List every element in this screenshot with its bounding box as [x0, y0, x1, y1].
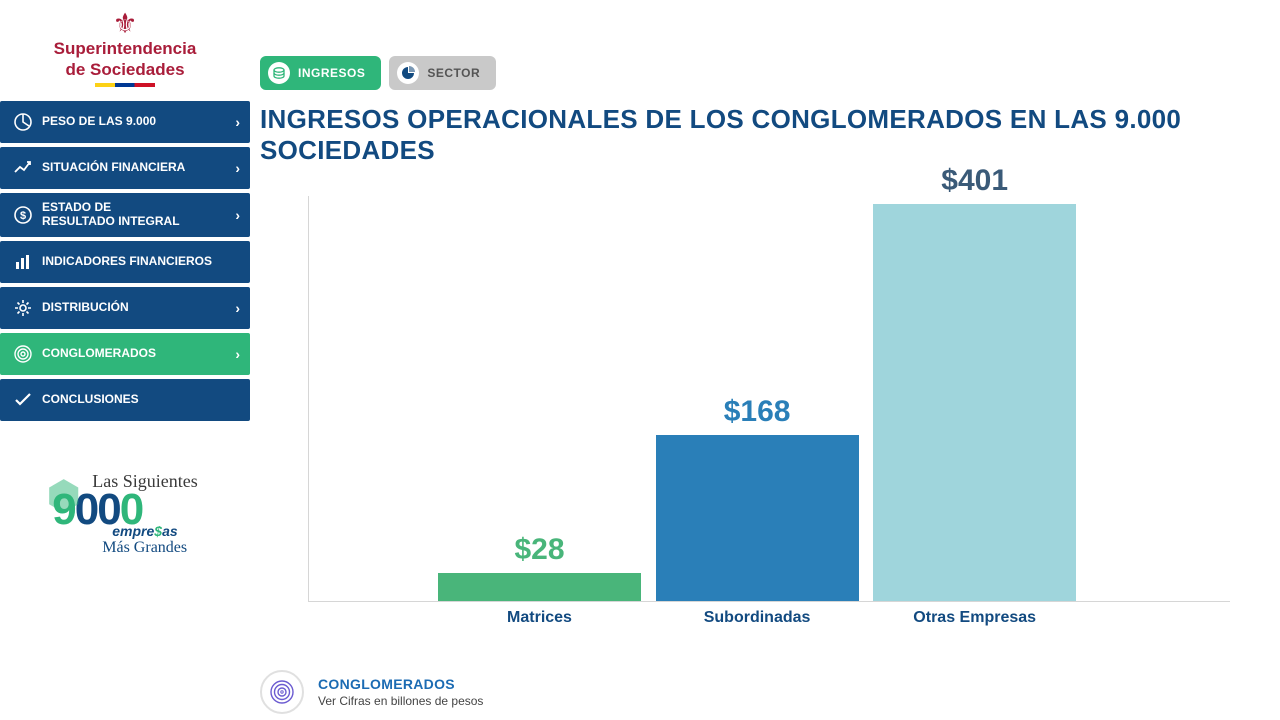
bar-1: $168 — [656, 435, 859, 601]
target-icon — [260, 670, 304, 714]
colombia-map-icon: ⬢ — [46, 473, 81, 519]
bar-value-label: $168 — [656, 395, 859, 435]
bar-value-label: $28 — [438, 533, 641, 573]
tab-sector-label: SECTOR — [427, 66, 480, 80]
bars-icon — [10, 252, 36, 272]
sidebar-item-label: CONGLOMERADOS — [42, 347, 235, 361]
tab-ingresos[interactable]: INGRESOS — [260, 56, 381, 90]
tab-sector[interactable]: SECTOR — [389, 56, 496, 90]
promo-bottom: Más Grandes — [102, 539, 198, 557]
check-icon — [10, 390, 36, 410]
pie-chart-icon — [397, 62, 419, 84]
sidebar-item-4[interactable]: DISTRIBUCIÓN› — [0, 287, 250, 329]
sidebar-item-2[interactable]: $ ESTADO DERESULTADO INTEGRAL› — [0, 193, 250, 237]
logo-line2: de Sociedades — [0, 61, 250, 80]
chevron-right-icon: › — [235, 160, 240, 176]
sidebar-menu: PESO DE LAS 9.000›SITUACIÓN FINANCIERA›$… — [0, 101, 250, 421]
trend-icon — [10, 158, 36, 178]
gear-icon — [10, 298, 36, 318]
sidebar-item-0[interactable]: PESO DE LAS 9.000› — [0, 101, 250, 143]
chart-title: INGRESOS OPERACIONALES DE LOS CONGLOMERA… — [260, 104, 1270, 166]
footer-title: CONGLOMERADOS — [318, 676, 483, 692]
sidebar-item-label: CONCLUSIONES — [42, 393, 240, 407]
sidebar-item-3[interactable]: INDICADORES FINANCIEROS — [0, 241, 250, 283]
bar-0: $28 — [438, 573, 641, 601]
chart-plot-area: $28Matrices$168Subordinadas$401Otras Emp… — [308, 196, 1230, 602]
coins-icon — [268, 62, 290, 84]
org-logo: ⚜ Superintendencia de Sociedades — [0, 0, 250, 95]
footer-subtitle: Ver Cifras en billones de pesos — [318, 694, 483, 708]
svg-text:$: $ — [20, 210, 26, 222]
flag-bar-icon — [95, 83, 155, 87]
logo-line1: Superintendencia — [0, 40, 250, 59]
sidebar-item-1[interactable]: SITUACIÓN FINANCIERA› — [0, 147, 250, 189]
sidebar-item-label: SITUACIÓN FINANCIERA — [42, 161, 235, 175]
tabs-row: INGRESOS SECTOR — [260, 56, 1270, 90]
category-label: Subordinadas — [656, 609, 859, 627]
sidebar-item-label: INDICADORES FINANCIEROS — [42, 255, 240, 269]
sidebar-item-5[interactable]: CONGLOMERADOS› — [0, 333, 250, 375]
tab-ingresos-label: INGRESOS — [298, 66, 365, 80]
bar-value-label: $401 — [873, 164, 1076, 204]
category-label: Otras Empresas — [873, 609, 1076, 627]
chevron-right-icon: › — [235, 300, 240, 316]
footer-legend: CONGLOMERADOS Ver Cifras en billones de … — [260, 670, 483, 714]
shield-icon: ⚜ — [0, 10, 250, 38]
sidebar-item-6[interactable]: CONCLUSIONES — [0, 379, 250, 421]
sidebar-item-label: DISTRIBUCIÓN — [42, 301, 235, 315]
sidebar-item-label: PESO DE LAS 9.000 — [42, 115, 235, 129]
sidebar-item-label: ESTADO DERESULTADO INTEGRAL — [42, 201, 235, 229]
chevron-right-icon: › — [235, 346, 240, 362]
chevron-right-icon: › — [235, 114, 240, 130]
category-label: Matrices — [438, 609, 641, 627]
chevron-right-icon: › — [235, 207, 240, 223]
dollar-icon: $ — [10, 205, 36, 225]
promo-block: ⬢ Las Siguientes 9000 empre$as Más Grand… — [0, 471, 250, 557]
target-icon — [10, 344, 36, 364]
promo-empresas: empre$as — [112, 523, 198, 539]
pie-icon — [10, 112, 36, 132]
bar-2: $401 — [873, 204, 1076, 601]
bar-chart: $28 Matrices $168 Subordinadas $401 Otras Emp… — [270, 196, 1240, 636]
